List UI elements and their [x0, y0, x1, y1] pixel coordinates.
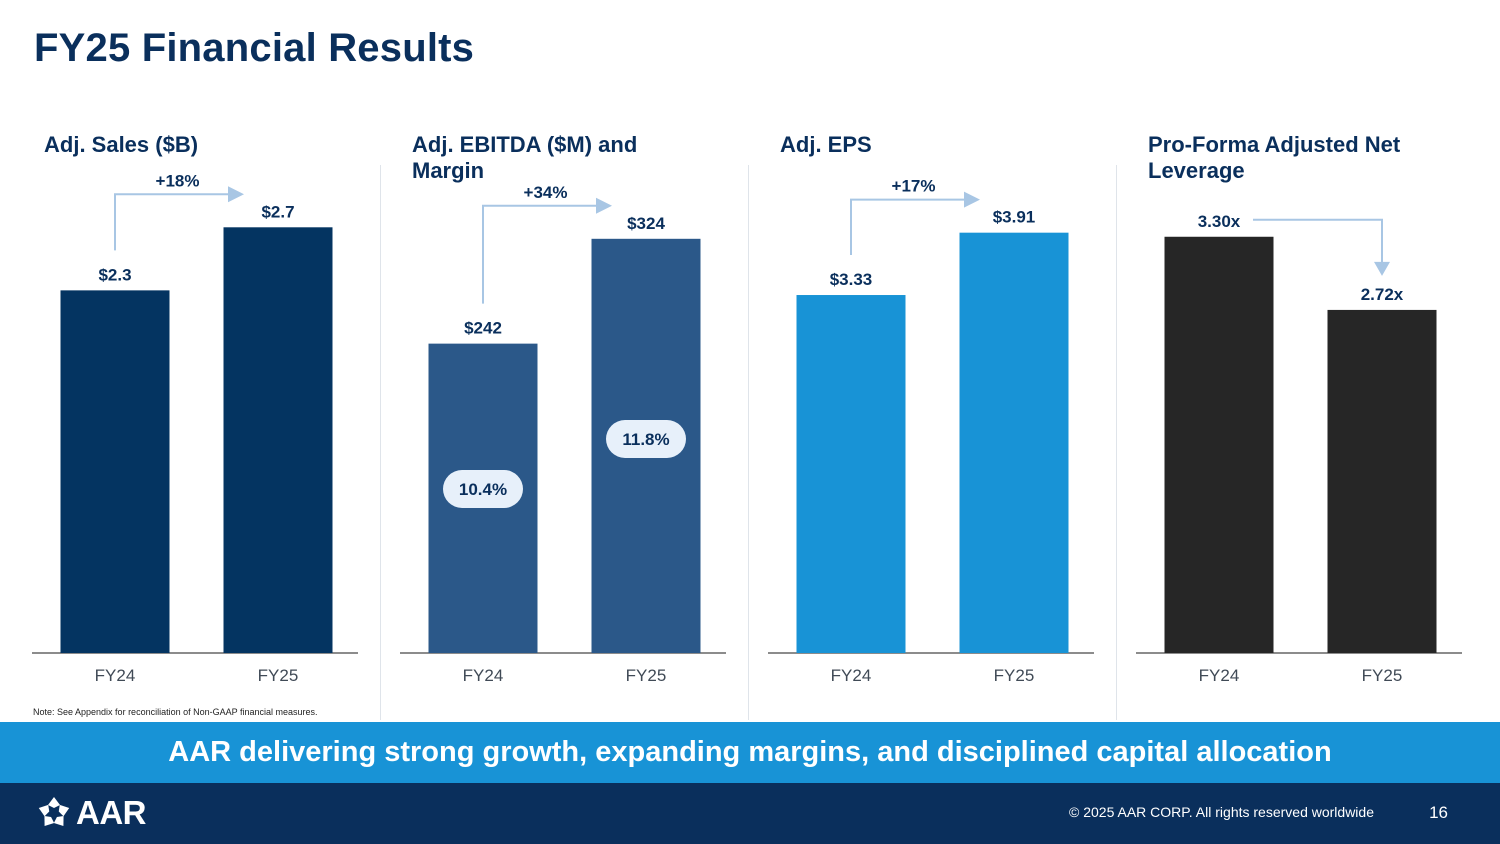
value-label: $242: [464, 319, 502, 338]
growth-arrow: [850, 198, 966, 256]
page-number: 16: [1429, 803, 1448, 822]
ebitda-chart-title: Adj. EBITDA ($M) and Margin: [412, 132, 638, 183]
ebitda-chart: $242 FY24 10.4% $324 FY25 11.8% +34%: [400, 183, 726, 685]
leverage-chart-title: Pro-Forma Adjusted Net Leverage: [1148, 132, 1401, 183]
category-label: FY24: [95, 666, 136, 685]
growth-arrow: [114, 193, 230, 251]
page-title: FY25 Financial Results: [34, 26, 475, 70]
reduction-arrowhead: [1374, 261, 1390, 276]
category-label: FY24: [463, 666, 504, 685]
value-label: 3.30x: [1198, 212, 1241, 231]
divider: [748, 165, 749, 720]
ebitda-chart-panel: Adj. EBITDA ($M) and Margin $242 FY24 10.4…: [400, 120, 740, 720]
bar-fy24: [796, 295, 906, 653]
eps-chart: $3.33 FY24 $3.91 FY25 +17%: [768, 177, 1094, 685]
value-label: 2.72x: [1361, 285, 1404, 304]
value-label: $2.7: [261, 202, 294, 221]
bar-fy25: [1327, 309, 1437, 653]
growth-arrowhead: [596, 197, 612, 214]
value-label: $324: [627, 214, 665, 233]
bar-fy25: [223, 227, 333, 654]
footer: AAR © 2025 AAR CORP. All rights reserved…: [0, 783, 1500, 844]
leverage-chart-panel: Pro-Forma Adjusted Net Leverage 3.30x FY2…: [1136, 120, 1476, 720]
margin-pill: [443, 470, 523, 508]
summary-banner: AAR delivering strong growth, expanding …: [0, 722, 1500, 783]
divider: [1116, 165, 1117, 720]
sales-chart-title: Adj. Sales ($B): [44, 132, 199, 157]
bar-fy25: [959, 232, 1069, 654]
sales-chart-panel: Adj. Sales ($B) $2.3 FY24 $2.7 FY25 +18%: [32, 120, 372, 720]
reduction-arrow: [1253, 218, 1383, 264]
growth-label: +17%: [892, 177, 936, 196]
growth-arrowhead: [228, 186, 244, 203]
category-label: FY25: [1362, 666, 1403, 685]
value-label: $2.3: [98, 265, 131, 284]
category-label: FY24: [1199, 666, 1240, 685]
category-label: FY25: [994, 666, 1035, 685]
growth-label: +34%: [524, 183, 568, 202]
eps-chart-title: Adj. EPS: [780, 132, 872, 157]
bar-fy24: [60, 290, 170, 653]
leverage-chart: 3.30x FY24 2.72x FY25: [1136, 212, 1462, 685]
category-label: FY24: [831, 666, 872, 685]
aar-logo-icon: [38, 797, 70, 826]
growth-arrowhead: [964, 191, 980, 208]
copyright-text: © 2025 AAR CORP. All rights reserved wor…: [1069, 804, 1374, 820]
category-label: FY25: [626, 666, 667, 685]
category-label: FY25: [258, 666, 299, 685]
bar-fy24: [1164, 236, 1274, 653]
eps-chart-panel: Adj. EPS $3.33 FY24 $3.91 FY25 +17%: [768, 120, 1108, 720]
footnote: Note: See Appendix for reconciliation of…: [33, 707, 318, 717]
growth-arrow: [482, 204, 598, 304]
growth-label: +18%: [156, 171, 200, 190]
margin-pill: [606, 420, 686, 458]
margin-label: 10.4%: [459, 480, 507, 499]
divider: [380, 165, 381, 720]
sales-chart: $2.3 FY24 $2.7 FY25 +18%: [32, 171, 358, 685]
margin-label: 11.8%: [622, 430, 669, 449]
logo-text: AAR: [76, 794, 147, 831]
value-label: $3.91: [993, 208, 1036, 227]
value-label: $3.33: [830, 270, 873, 289]
aar-logo: AAR: [36, 793, 147, 833]
